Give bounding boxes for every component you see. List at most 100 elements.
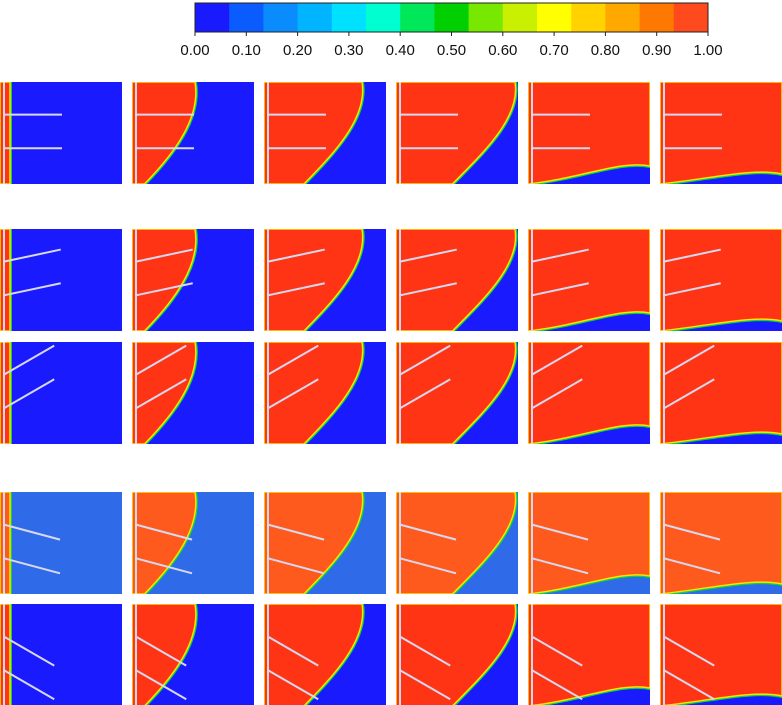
contour-panel [0, 604, 122, 705]
colorbar-segment [229, 3, 264, 32]
colorbar-tick-label: 0.40 [386, 42, 415, 59]
fin-plate [267, 669, 319, 701]
contour-panel [132, 82, 254, 184]
contour-panel [396, 492, 518, 594]
solid-region [0, 342, 122, 444]
fin-plate [399, 282, 457, 297]
colorbar-tick-labels: 0.00 0.10 0.20 0.30 0.40 0.50 0.60 0.70 0.80 0.90… [180, 32, 723, 59]
liquid-region [660, 604, 782, 705]
fin-plate [399, 523, 457, 541]
contour-panel [132, 604, 254, 705]
colorbar-segment [195, 3, 230, 32]
liquid-region [264, 82, 364, 184]
fin-plate [531, 635, 583, 667]
contour-panel [0, 492, 122, 594]
solid-region [0, 82, 122, 184]
contour-panel [528, 82, 650, 184]
contour-panel [528, 492, 650, 594]
contour-panel [264, 342, 386, 444]
contour-panel [264, 492, 386, 594]
liquid-region [132, 82, 197, 184]
colorbar-segment [468, 3, 504, 32]
fin-plate [663, 557, 721, 575]
fin-plate [531, 248, 589, 263]
liquid-region [132, 604, 197, 705]
colorbar-segment [639, 3, 675, 32]
fin-plate [663, 248, 721, 263]
solid-region [0, 604, 122, 705]
fin-plate [663, 523, 721, 541]
fin-plate [3, 248, 61, 263]
colorbar-segment [400, 3, 435, 32]
contour-panel [264, 82, 386, 184]
colorbar-tick-label: 0.80 [591, 42, 620, 59]
fin-plate [3, 557, 61, 575]
fin-plate [663, 344, 715, 376]
liquid-region [396, 604, 517, 705]
fin-plate [267, 635, 319, 667]
contour-panel [132, 342, 254, 444]
contour-panel [264, 229, 386, 331]
colorbar-tick-label: 0.70 [539, 42, 568, 59]
fin-plate [663, 282, 721, 297]
contour-panel [396, 229, 518, 331]
contour-panel [528, 604, 650, 705]
fin-plate [3, 635, 55, 667]
liquid-region [264, 342, 364, 444]
contour-panel [396, 82, 518, 184]
colorbar-segment [571, 3, 606, 32]
fin-plate [135, 344, 187, 376]
liquid-region [264, 229, 364, 331]
colorbar-segment [673, 3, 709, 32]
colorbar [194, 2, 709, 33]
fin-plate [399, 378, 451, 410]
liquid-region [264, 492, 364, 594]
liquid-region [396, 492, 517, 594]
contour-panel [660, 229, 782, 331]
fin-plate [531, 557, 589, 575]
fin-plate [3, 282, 61, 297]
liquid-region [396, 229, 517, 331]
contour-panel [528, 342, 650, 444]
fin-plate [267, 523, 325, 541]
colorbar-segment [605, 3, 641, 32]
colorbar-segment [537, 3, 572, 32]
liquid-region [396, 342, 517, 444]
liquid-region [528, 342, 650, 444]
fin-plate [399, 557, 457, 575]
contour-panel [0, 229, 122, 331]
fin-plate [663, 378, 715, 410]
fin-plate [3, 344, 55, 376]
liquid-region [528, 82, 650, 184]
liquid-region [396, 82, 517, 184]
fin-plate [399, 248, 457, 263]
fin-plate [663, 669, 715, 701]
fin-plate [135, 635, 187, 667]
solid-region [0, 229, 122, 331]
fin-plate [135, 557, 193, 575]
fin-plate [267, 248, 325, 263]
liquid-region [660, 342, 782, 444]
fin-plate [531, 344, 583, 376]
liquid-region [264, 604, 364, 705]
fin-plate [267, 344, 319, 376]
fin-plate [135, 378, 187, 410]
contour-panel [660, 342, 782, 444]
contour-panel [0, 342, 122, 444]
colorbar-segment [263, 3, 299, 32]
colorbar-tick-label: 0.60 [488, 42, 517, 59]
fin-plate [3, 523, 61, 541]
fin-plate [267, 557, 325, 575]
fin-plate [531, 669, 583, 701]
fin-plate [3, 378, 55, 410]
fin-plate [399, 344, 451, 376]
liquid-region [660, 492, 782, 594]
contour-panel [660, 492, 782, 594]
fin-plate [3, 669, 55, 701]
solid-region [0, 492, 122, 594]
liquid-region [660, 82, 782, 184]
colorbar-tick-label: 0.20 [283, 42, 312, 59]
colorbar-tick-label: 0.50 [437, 42, 466, 59]
colorbar-tick-label: 1.00 [693, 42, 722, 59]
liquid-region [660, 229, 782, 331]
